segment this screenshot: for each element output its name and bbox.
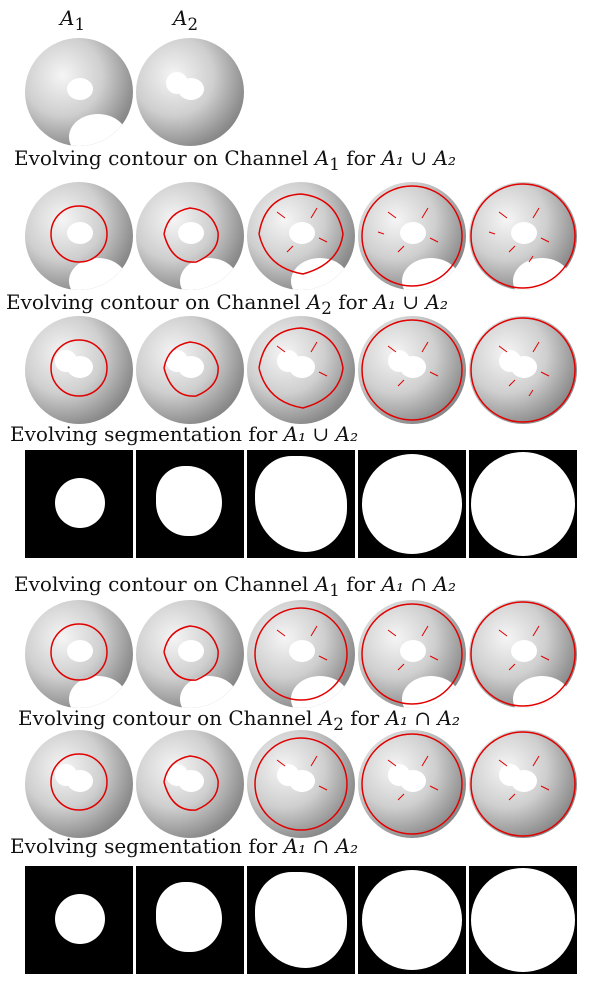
contour-overlay [50,623,108,681]
section-5-op: A₁ ∩ A₂ [385,706,461,730]
section-4-op: A₁ ∩ A₂ [381,572,457,596]
row5-frame-5 [469,730,577,838]
section-1-for: for [346,146,376,170]
contour-overlay [361,733,463,835]
section-4-text: Evolving contour on Channel [14,572,309,596]
row6-mask-5 [469,866,577,974]
contour-overlay [50,205,108,263]
section-label-3: Evolving segmentation for A₁ ∪ A₂ [10,422,358,446]
row2-frame-4 [358,316,466,424]
section-1-var: A [314,146,330,170]
section-6-op: A₁ ∩ A₂ [283,834,359,858]
a1-sub: 1 [74,15,86,34]
section-4-for: for [346,572,376,596]
section-2-for: for [338,290,368,314]
row2-frame-3 [247,316,355,424]
contour-overlay [361,603,463,705]
section-2-var: A [306,290,322,314]
section-3-op: A₁ ∪ A₂ [283,422,359,446]
contour-overlay [470,601,576,707]
row4-frame-1 [25,600,133,708]
section-6-text: Evolving segmentation for [10,834,278,858]
section-4-sub: 1 [329,581,340,600]
row2-frame-1 [25,316,133,424]
section-2-text: Evolving contour on Channel [6,290,301,314]
row5-frame-1 [25,730,133,838]
contour-overlay [163,341,219,397]
source-image-a1 [25,38,133,146]
section-5-for: for [350,706,380,730]
contour-overlay [361,319,463,421]
contour-overlay [254,737,348,831]
section-4-var: A [314,572,330,596]
row1-frame-4 [358,182,466,290]
a2-sub: 2 [187,15,199,34]
row2-frame-5 [469,316,577,424]
section-label-6: Evolving segmentation for A₁ ∩ A₂ [10,834,358,858]
section-label-5: Evolving contour on Channel A2 for A₁ ∩ … [18,706,460,734]
row5-frame-4 [358,730,466,838]
row6-mask-2 [136,866,244,974]
section-2-op: A₁ ∪ A₂ [373,290,449,314]
section-label-4: Evolving contour on Channel A1 for A₁ ∩ … [14,572,456,600]
row4-frame-4 [358,600,466,708]
row3-mask-4 [358,450,466,558]
contour-overlay [163,755,219,811]
section-5-text: Evolving contour on Channel [18,706,313,730]
a1-var: A [60,6,75,30]
row1-frame-1 [25,182,133,290]
row3-mask-3 [247,450,355,558]
row6-mask-3 [247,866,355,974]
contour-overlay [470,183,576,289]
source-image-a2 [136,38,244,146]
contour-overlay [254,607,348,701]
row3-mask-5 [469,450,577,558]
contour-overlay [50,339,108,397]
section-1-op: A₁ ∪ A₂ [381,146,457,170]
label-a1: A1 [60,6,85,34]
row3-mask-2 [136,450,244,558]
row3-mask-1 [25,450,133,558]
contour-overlay [163,207,219,263]
contour-overlay [258,193,344,275]
row1-frame-3 [247,182,355,290]
contour-overlay [470,317,576,423]
label-a2: A2 [173,6,198,34]
section-1-text: Evolving contour on Channel [14,146,309,170]
section-5-var: A [318,706,334,730]
row6-mask-4 [358,866,466,974]
a2-var: A [173,6,188,30]
section-1-sub: 1 [329,155,340,174]
contour-overlay [361,185,463,287]
row1-frame-5 [469,182,577,290]
section-2-sub: 2 [321,299,332,318]
section-3-text: Evolving segmentation for [10,422,278,446]
section-label-1: Evolving contour on Channel A1 for A₁ ∪ … [14,146,456,174]
row2-frame-2 [136,316,244,424]
section-5-sub: 2 [333,715,344,734]
contour-overlay [258,327,344,409]
row4-frame-2 [136,600,244,708]
contour-overlay [50,753,108,811]
row1-frame-2 [136,182,244,290]
section-label-2: Evolving contour on Channel A2 for A₁ ∪ … [6,290,448,318]
row5-frame-2 [136,730,244,838]
contour-overlay [470,731,576,837]
row4-frame-5 [469,600,577,708]
row6-mask-1 [25,866,133,974]
row5-frame-3 [247,730,355,838]
contour-overlay [163,625,219,681]
row4-frame-3 [247,600,355,708]
